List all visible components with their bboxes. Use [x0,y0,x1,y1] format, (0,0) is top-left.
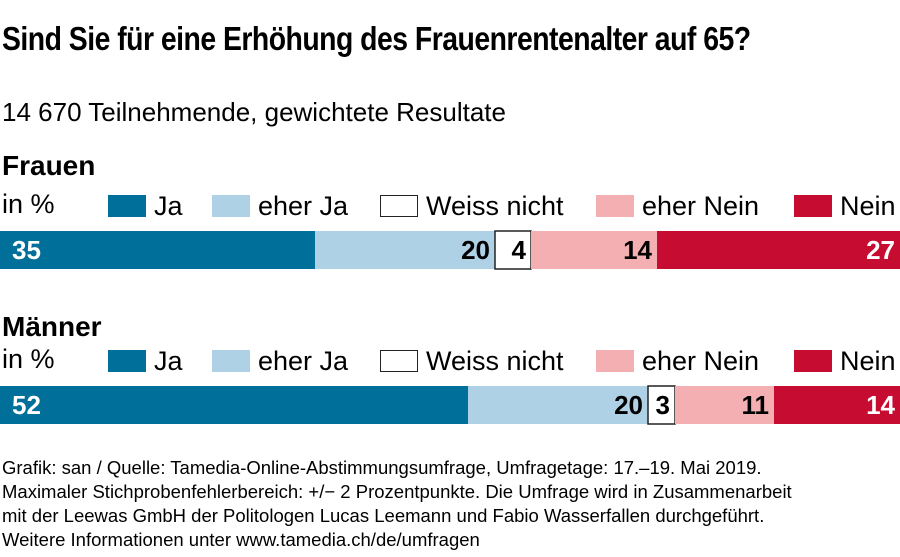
unit-label-frauen: in % [2,189,55,219]
legend-swatch-eher-nein [596,195,634,217]
legend-label-eher-ja: eher Ja [258,345,349,376]
legend-swatch-ja [108,195,146,217]
legend-label-weiss-nicht: Weiss nicht [426,190,564,221]
footnote-line-source: Grafik: san / Quelle: Tamedia-Online-Abs… [2,457,762,478]
bar-value-nein: 14 [866,390,895,420]
group-label-frauen: Frauen [2,150,96,181]
legend-item-eher-nein: eher Nein [596,344,759,378]
bar-value-ja: 35 [12,235,41,265]
legend-label-eher-ja: eher Ja [258,190,349,221]
bar-value-eher-ja: 20 [461,235,490,265]
bar-segment-ja [0,231,315,269]
legend-swatch-weiss-nicht [380,195,418,217]
bar-value-eher-nein: 11 [742,390,770,420]
bar-segment-eher-ja [315,231,495,269]
stacked-bar-frauen: 35 20 4 14 27 [0,230,900,270]
legend-maenner: Ja eher Ja Weiss nicht eher Nein Nein [0,344,900,378]
legend-swatch-weiss-nicht [380,350,418,372]
legend-label-ja: Ja [154,190,183,221]
legend-label-nein: Nein [840,345,896,376]
bar-segment-ja [0,386,468,424]
legend-item-ja: Ja [108,344,183,378]
bar-value-weiss-nicht: 3 [656,390,670,420]
group-label-maenner: Männer [2,311,102,342]
chart-title: Sind Sie für eine Erhöhung des Frauenren… [2,20,751,57]
legend-swatch-ja [108,350,146,372]
bar-value-nein: 27 [866,235,895,265]
bar-value-weiss-nicht: 4 [512,235,527,265]
legend-swatch-eher-ja [212,195,250,217]
bar-segment-eher-ja [468,386,648,424]
bar-segment-weiss-nicht [494,230,532,270]
legend-item-nein: Nein [794,344,896,378]
legend-item-eher-ja: eher Ja [212,189,348,223]
legend-label-eher-nein: eher Nein [642,190,760,221]
legend-swatch-eher-nein [596,350,634,372]
chart-subtitle: 14 670 Teilnehmende, gewichtete Resultat… [2,97,506,127]
legend-label-ja: Ja [154,345,183,376]
footnote: Grafik: san / Quelle: Tamedia-Online-Abs… [2,456,898,552]
footnote-line-more-info: Weitere Informationen unter www.tamedia.… [2,529,480,550]
bar-segment-nein [774,386,900,424]
footnote-line-partner: mit der Leewas GmbH der Politologen Luca… [2,505,765,526]
legend-item-nein: Nein [794,189,896,223]
legend-item-eher-nein: eher Nein [596,189,759,223]
unit-label-maenner: in % [2,344,55,374]
legend-item-ja: Ja [108,189,183,223]
legend-swatch-eher-ja [212,350,250,372]
bar-value-eher-ja: 20 [614,390,643,420]
bar-value-eher-nein: 14 [623,235,652,265]
legend-label-eher-nein: eher Nein [642,345,760,376]
legend-label-weiss-nicht: Weiss nicht [426,345,564,376]
legend-frauen: Ja eher Ja Weiss nicht eher Nein Nein [0,189,900,223]
bar-value-ja: 52 [12,390,41,420]
legend-item-weiss-nicht: Weiss nicht [380,344,564,378]
bar-segment-eher-nein [531,231,657,269]
legend-swatch-nein [794,350,832,372]
footnote-line-error-margin: Maximaler Stichprobenfehlerbereich: +/− … [2,481,792,502]
legend-item-eher-ja: eher Ja [212,344,348,378]
bar-segment-nein [657,231,900,269]
legend-item-weiss-nicht: Weiss nicht [380,189,564,223]
stacked-bar-maenner: 52 20 3 11 14 [0,385,900,425]
legend-swatch-nein [794,195,832,217]
legend-label-nein: Nein [840,190,896,221]
bar-segment-eher-nein [675,386,774,424]
